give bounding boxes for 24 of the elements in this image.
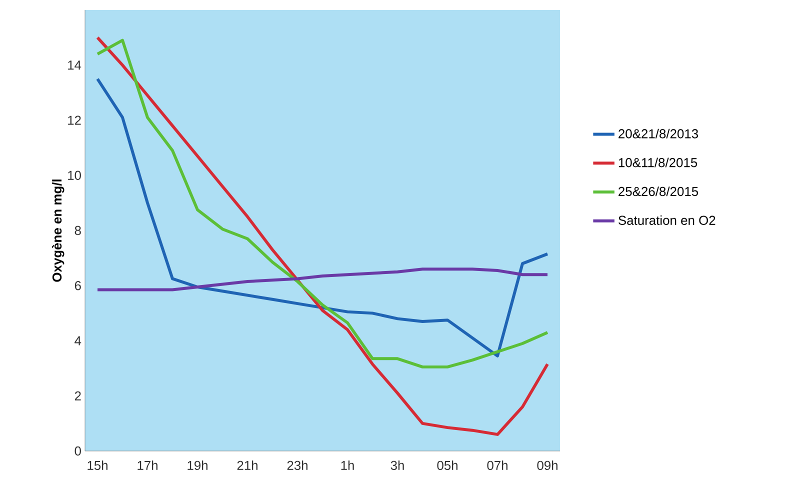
- x-tick-label: 21h: [237, 460, 258, 470]
- x-tick-label: 3h: [390, 460, 404, 470]
- y-tick-label: 10: [68, 170, 81, 180]
- y-tick-label: 6: [74, 281, 81, 290]
- legend-label: 20&21/8/2013: [618, 128, 698, 138]
- y-tick-label: 2: [74, 391, 81, 400]
- y-tick-label: 8: [74, 226, 81, 236]
- x-tick-label: 17h: [138, 460, 158, 470]
- line-series: [96, 36, 549, 436]
- x-tick-label: 1h: [341, 460, 354, 470]
- x-tick-label: 15h: [88, 460, 108, 470]
- legend-label: 10&11/8/2015: [618, 158, 698, 168]
- x-tick-label: 05h: [437, 460, 458, 470]
- legend-label: Saturation en O2: [618, 215, 716, 225]
- x-tick-label: 07h: [487, 460, 508, 470]
- y-tick-label: 14: [68, 60, 82, 70]
- x-tick-label: 19h: [188, 460, 208, 470]
- legend-label: 25&26/8/2015: [618, 186, 698, 196]
- y-tick-label: 0: [74, 446, 81, 456]
- y-axis-title: Oxygène en mg/l: [52, 180, 64, 282]
- y-tick-label: 12: [68, 116, 81, 125]
- x-tick-label: 23h: [287, 460, 308, 470]
- y-tick-label: 4: [74, 336, 82, 346]
- x-tick-label: 09h: [537, 460, 558, 470]
